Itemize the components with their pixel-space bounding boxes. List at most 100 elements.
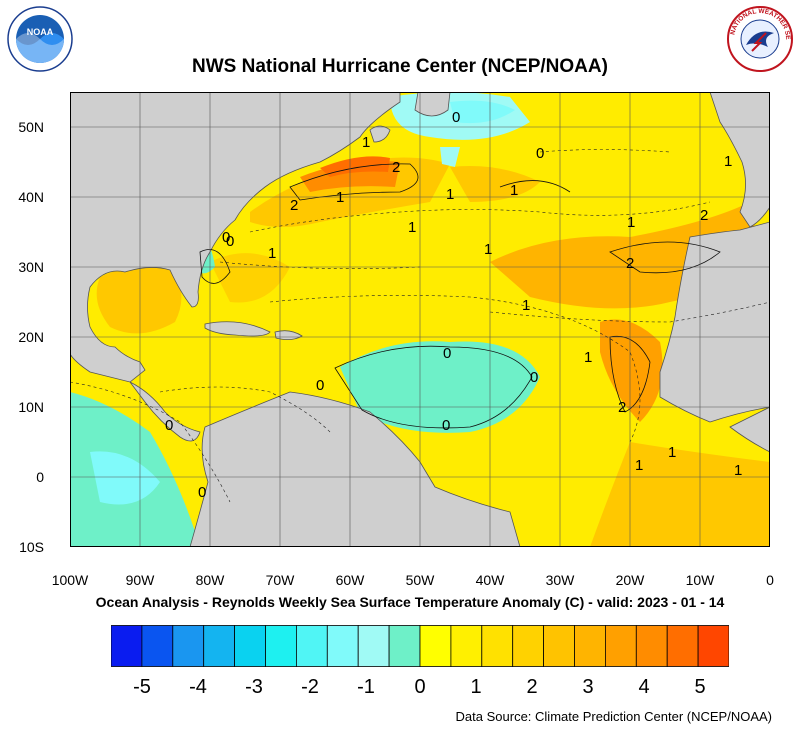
warm-patch-west-africa <box>600 319 663 422</box>
contour-label: 1 <box>484 241 492 258</box>
greenland <box>414 92 451 117</box>
colorbar-swatch <box>203 625 235 667</box>
colorbar-swatch <box>265 625 297 667</box>
central-america <box>129 381 201 442</box>
contour-label: 1 <box>668 444 676 461</box>
lat-tick-label: 50N <box>18 119 44 135</box>
colorbar-label: -3 <box>245 676 263 698</box>
contour-label: 0 <box>442 417 450 434</box>
colorbar-swatch <box>574 625 606 667</box>
contour-label: 2 <box>290 197 298 214</box>
lon-tick-label: 70W <box>265 572 295 588</box>
colorbar-label: -4 <box>189 676 207 698</box>
sst-anomaly-map: 0 2 1 0 2 1 1 1 0 1 0 1 1 1 2 2 1 1 0 0 … <box>70 92 770 547</box>
contour-label: 2 <box>626 255 634 272</box>
colorbar-swatch <box>234 625 266 667</box>
contour-label: 0 <box>530 369 538 386</box>
colorbar-swatch <box>357 625 390 667</box>
cool-patch-east-pacific-core <box>90 451 160 505</box>
contour-label: 2 <box>618 399 626 416</box>
lon-tick-label: 30W <box>545 572 575 588</box>
lat-tick-label: 20N <box>18 329 44 345</box>
north-america <box>70 92 401 383</box>
map-frame <box>70 92 770 547</box>
colorbar-swatch <box>635 625 668 667</box>
colorbar-label: 1 <box>470 676 482 698</box>
contour-label: 1 <box>408 219 416 236</box>
colorbar-swatch <box>172 625 205 667</box>
newfoundland <box>369 125 391 143</box>
europe <box>709 92 770 228</box>
cuba <box>204 321 271 337</box>
colorbar-swatch <box>604 625 637 667</box>
contour-lines <box>70 149 770 503</box>
contour-label: 0 <box>222 229 230 246</box>
land-masses <box>70 92 770 547</box>
contour-label-group: 0 2 1 0 2 1 1 1 0 1 0 1 1 1 2 2 1 1 0 0 … <box>165 109 742 501</box>
contour-label: 1 <box>734 462 742 479</box>
noaa-logo-text: NOAA <box>27 27 54 37</box>
lon-tick-label: 60W <box>335 572 365 588</box>
lat-tick-label: 10S <box>19 539 44 555</box>
colorbar-swatch <box>450 625 483 667</box>
lat-tick-label: 0 <box>36 469 44 485</box>
warm-patch-bahamas <box>210 253 290 303</box>
lon-tick-label: 50W <box>405 572 435 588</box>
contour-label: 1 <box>584 349 592 366</box>
colorbar-swatch <box>481 625 514 667</box>
colorbar-swatch <box>295 625 328 667</box>
colorbar-swatch <box>666 625 699 667</box>
colorbar-swatch <box>419 625 452 667</box>
contour-label: 0 <box>226 233 234 250</box>
contour-label: 0 <box>316 377 324 394</box>
colorbar-label: 5 <box>694 676 706 698</box>
colorbar-label: 0 <box>414 676 426 698</box>
map-subtitle: Ocean Analysis - Reynolds Weekly Sea Sur… <box>95 594 725 610</box>
contour-label: 1 <box>362 134 370 151</box>
contour-label: 1 <box>336 189 344 206</box>
contour-label: 1 <box>268 245 276 262</box>
lat-tick-label: 40N <box>18 189 44 205</box>
colorbar <box>111 625 729 667</box>
lon-tick-label: 90W <box>125 572 155 588</box>
colorbar-label: -2 <box>301 676 319 698</box>
contour-label: 1 <box>446 186 454 203</box>
contour-label: 1 <box>510 182 518 199</box>
cool-patch-north-central <box>440 147 460 167</box>
nws-logo: NATIONAL WEATHER SERVICE <box>726 5 793 72</box>
contour-lines-solid <box>199 163 721 429</box>
contour-label: 2 <box>700 207 708 224</box>
lon-tick-label: 0 <box>766 572 774 588</box>
contour-label: 0 <box>165 417 173 434</box>
africa <box>659 221 770 423</box>
contour-label: 0 <box>198 484 206 501</box>
lat-lon-grid <box>70 92 770 547</box>
contour-label: 1 <box>724 153 732 170</box>
contour-label: 2 <box>392 159 400 176</box>
map-title: NWS National Hurricane Center (NCEP/NOAA… <box>192 56 608 77</box>
contour-label: 1 <box>635 457 643 474</box>
warm-patch-gulf-mexico <box>96 265 182 334</box>
contour-label: 0 <box>452 109 460 126</box>
colorbar-swatch <box>388 625 421 667</box>
lon-tick-label: 100W <box>51 572 89 588</box>
colorbar-label: 2 <box>526 676 538 698</box>
contour-label: 0 <box>443 345 451 362</box>
colorbar-swatch <box>543 625 575 667</box>
warm-patch-north-atlantic <box>450 166 540 202</box>
noaa-logo: NOAA <box>7 6 73 72</box>
cool-patch-labrador-core <box>450 100 515 124</box>
lon-tick-label: 10W <box>685 572 715 588</box>
lat-tick-label: 30N <box>18 259 44 275</box>
colorbar-swatch <box>512 625 545 667</box>
colorbar-label: -1 <box>357 676 375 698</box>
colorbar-label: 4 <box>638 676 650 698</box>
colorbar-label: -5 <box>133 676 151 698</box>
lon-tick-label: 20W <box>615 572 645 588</box>
lon-tick-label: 40W <box>475 572 505 588</box>
colorbar-label: 3 <box>582 676 594 698</box>
lon-tick-label: 80W <box>195 572 225 588</box>
colorbar-swatch <box>111 625 143 667</box>
colorbar-swatch <box>326 625 359 667</box>
hispaniola <box>274 330 303 340</box>
